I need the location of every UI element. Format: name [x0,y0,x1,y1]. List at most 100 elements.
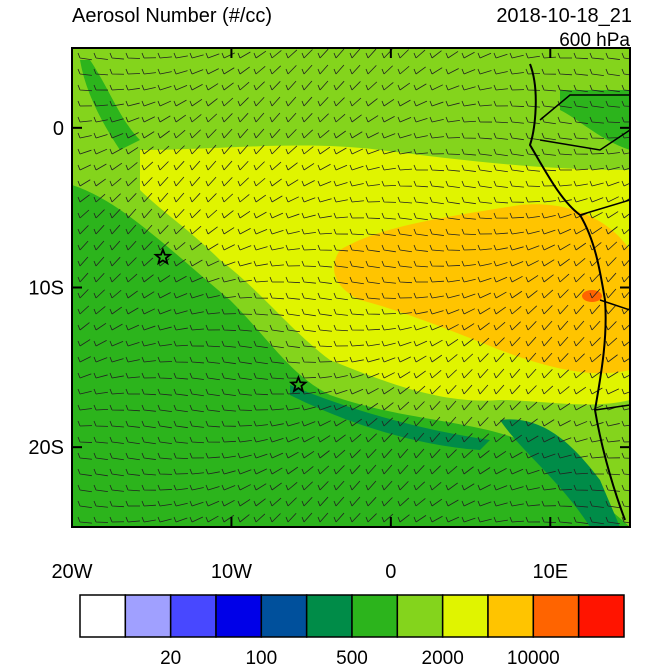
wind-barb [445,308,460,315]
wind-barb [397,228,412,237]
wind-barb [413,164,429,171]
wind-barb [253,260,268,267]
wind-barb [253,194,267,203]
wind-barb [333,228,349,235]
wind-barb [333,260,348,268]
wind-barb [589,196,604,203]
wind-barb [589,353,602,363]
wind-barb [589,370,602,379]
wind-barb [285,260,301,267]
x-tick-label: 10E [532,561,568,583]
wind-barb [77,516,92,524]
wind-barb [173,99,187,107]
wind-barb [605,436,620,443]
wind-barb [93,404,109,411]
wind-barb [413,276,429,283]
wind-barb [141,100,156,107]
wind-barb [541,419,555,427]
wind-barb [589,468,605,475]
wind-barb [477,180,492,189]
wind-barb [253,498,266,507]
wind-barb [557,243,571,251]
wind-barb [93,240,105,251]
coastline [528,63,626,521]
wind-barb [477,337,490,347]
wind-barb [477,368,489,379]
wind-barb [493,180,508,188]
wind-barb [573,273,585,283]
wind-barb [413,401,425,411]
wind-barb [557,212,572,219]
wind-barb [189,114,202,123]
wind-barb [237,356,252,365]
wind-barb [317,212,332,219]
wind-barb [493,352,505,363]
wind-barb [141,436,156,445]
wind-barb [397,164,412,171]
wind-barb [269,372,284,380]
wind-barb [253,340,268,349]
wind-barb [397,481,409,491]
wind-barb [365,418,378,427]
wind-barb [109,208,121,219]
colorbar-box [351,594,399,638]
wind-barb [525,452,540,459]
wind-barb [109,306,123,315]
wind-barb [109,147,123,155]
wind-barb [221,160,233,171]
wind-barb [109,273,121,283]
wind-barb [269,420,284,427]
wind-barb [397,432,409,443]
wind-barb [237,244,252,251]
wind-barb [237,161,249,171]
wind-barb [333,449,346,459]
wind-barb [445,148,461,155]
wind-barb [189,192,201,203]
level: 600 hPa [559,30,630,51]
wind-barb [93,163,107,171]
wind-barb [141,52,157,59]
wind-barb [573,452,588,459]
wind-barb [269,260,284,267]
wind-barb [109,468,124,477]
wind-barb [445,132,461,139]
wind-barb [317,64,329,75]
wind-barb [189,356,204,364]
wind-barb [509,500,524,507]
wind-barb [269,65,282,75]
wind-barb [381,433,393,443]
wind-barb [429,498,443,507]
wind-barb [429,164,445,172]
wind-barb [157,292,171,299]
wind-barb [541,305,553,315]
wind-barb [253,436,268,443]
colorbar-box [441,594,489,638]
wind-barbs [77,48,630,525]
wind-barb [525,484,540,491]
wind-barb [317,388,332,395]
wind-barb [541,68,557,75]
wind-barb [237,81,250,91]
wind-barb [349,276,364,285]
wind-barb [269,340,284,349]
wind-barb [525,468,540,475]
wind-barb [557,180,572,187]
wind-barb [125,240,137,251]
wind-barb [237,194,250,203]
wind-barb [621,228,630,235]
wind-barb [93,224,105,235]
wind-barb [381,148,396,155]
wind-barb [429,481,442,491]
wind-barb [493,260,508,267]
wind-barb [173,500,188,507]
wind-barb [285,228,300,235]
wind-barb [93,84,109,91]
wind-barb [573,369,586,379]
wind-barb [205,372,220,381]
wind-barb [573,196,588,203]
wind-barb [573,468,589,475]
wind-barb [253,144,265,155]
wind-barb [285,466,299,475]
wind-barb [253,324,268,332]
wind-barb [605,257,617,267]
